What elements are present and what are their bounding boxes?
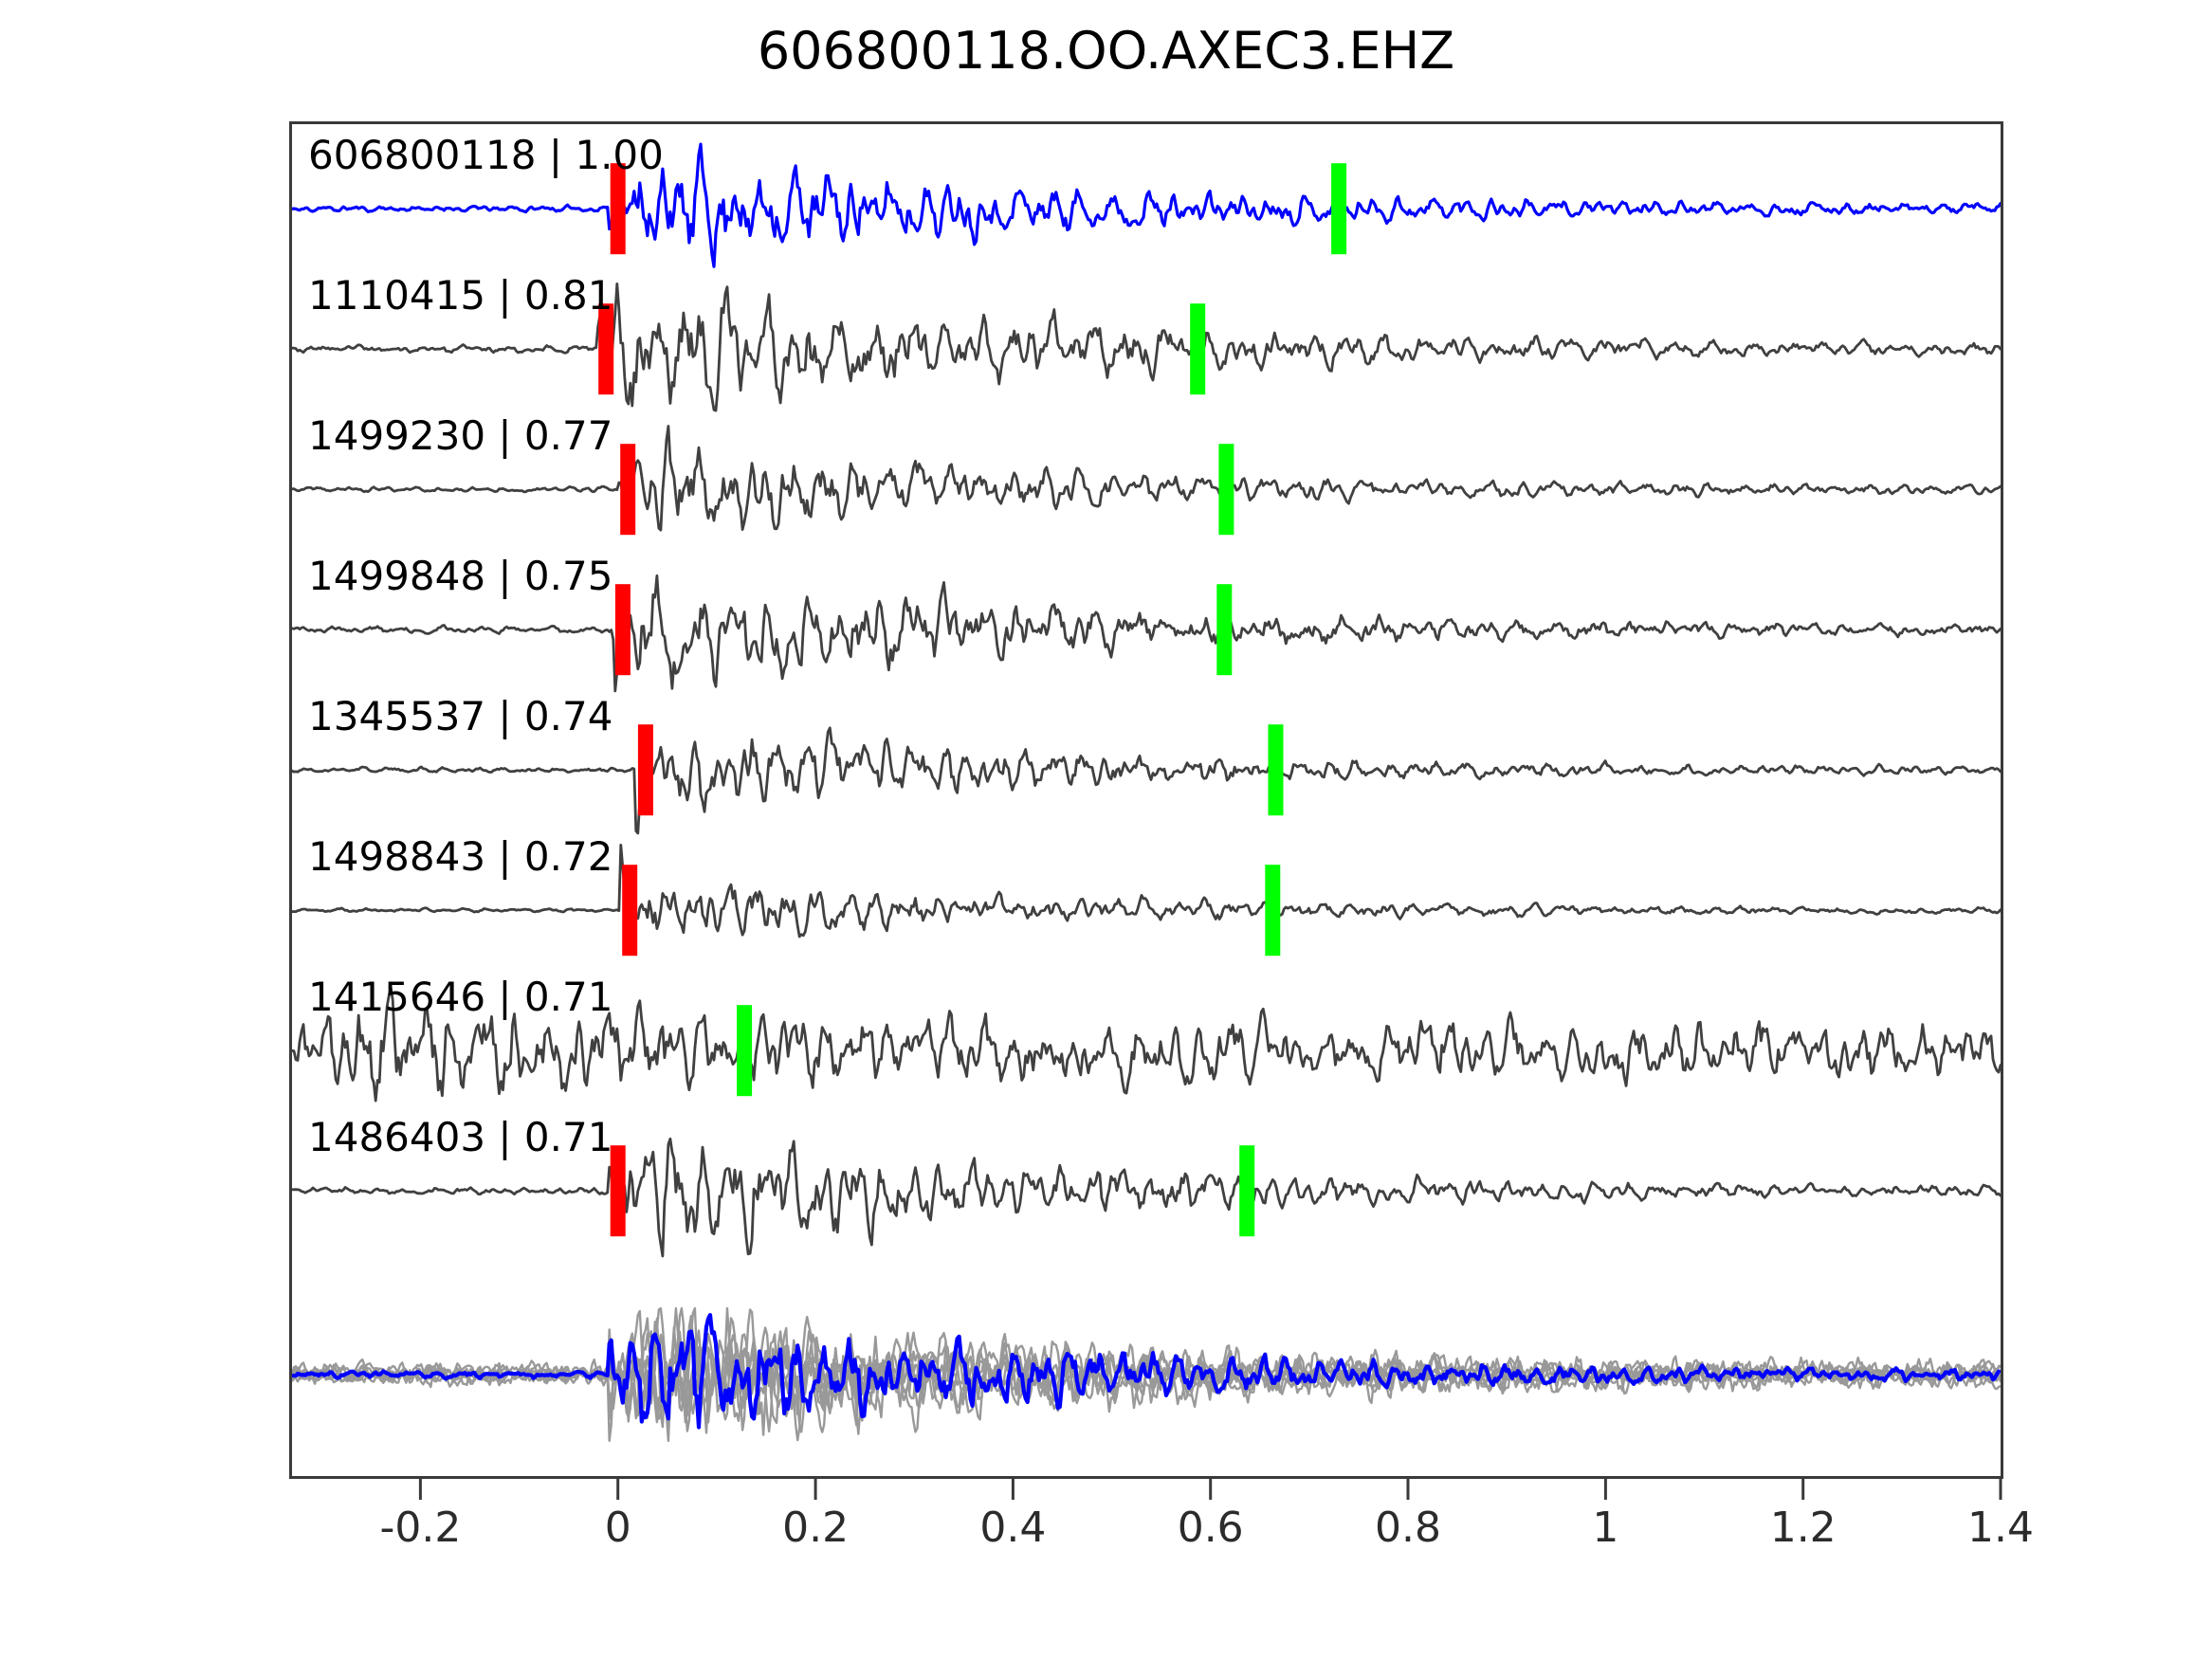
stack-trace-1486403	[292, 1306, 2001, 1425]
waveform-trace-1499230	[292, 425, 2001, 532]
trace-label-1499230: 1499230 | 0.77	[308, 412, 613, 460]
trace-group-1499848	[292, 574, 2001, 693]
trace-group-1110415	[292, 283, 2001, 412]
waveform-trace-606800118	[292, 142, 2001, 268]
s-pick-marker-1486403	[1239, 1145, 1255, 1237]
x-tick-label-4: 0.6	[1177, 1504, 1244, 1552]
trace-group-1415646	[292, 986, 2001, 1103]
waveform-trace-1345537	[292, 726, 2001, 835]
waveform-trace-1499848	[292, 574, 2001, 693]
trace-label-1499848: 1499848 | 0.75	[308, 553, 613, 600]
trace-group-1486403	[292, 1137, 2001, 1258]
x-axis-ticks	[418, 1479, 2002, 1500]
trace-group-1499230	[292, 425, 2001, 536]
p-pick-marker-1498843	[622, 865, 638, 957]
p-pick-marker-606800118	[610, 163, 626, 255]
trace-label-606800118: 606800118 | 1.00	[308, 132, 664, 179]
s-pick-marker-1110415	[1190, 303, 1206, 395]
p-pick-marker-1110415	[598, 303, 614, 395]
x-tick-label-3: 0.4	[979, 1504, 1047, 1552]
s-pick-marker-1498843	[1265, 865, 1281, 957]
trace-group-606800118	[292, 142, 2001, 268]
x-tick-label-1: 0	[604, 1504, 631, 1552]
waveform-plot-area	[289, 121, 2003, 1479]
trace-group-1498843	[292, 844, 2001, 957]
trace-label-1498843: 1498843 | 0.72	[308, 833, 613, 881]
waveform-svg	[292, 142, 2001, 1443]
x-tick-label-2: 0.2	[782, 1504, 850, 1552]
p-pick-marker-1499848	[614, 584, 631, 676]
stack-panel	[292, 1306, 2001, 1443]
x-tick-label-5: 0.8	[1375, 1504, 1441, 1552]
s-pick-marker-1499848	[1216, 584, 1233, 676]
waveform-trace-1415646	[292, 986, 2001, 1103]
x-axis: -0.2 0 0.2 0.4 0.6 0.8 1 1.2 1.4	[289, 1479, 2034, 1593]
trace-label-1110415: 1110415 | 0.81	[308, 272, 613, 319]
s-pick-marker-606800118	[1331, 163, 1347, 255]
p-pick-marker-1345537	[637, 724, 653, 816]
x-tick-label-0: -0.2	[379, 1504, 462, 1552]
page-title: 606800118.OO.AXEC3.EHZ	[757, 21, 1455, 81]
waveform-trace-1498843	[292, 844, 2001, 939]
x-tick-label-8: 1.4	[1967, 1504, 2034, 1552]
waveform-trace-1110415	[292, 283, 2001, 412]
s-pick-marker-1345537	[1268, 724, 1284, 816]
trace-label-1486403: 1486403 | 0.71	[308, 1114, 613, 1161]
p-pick-marker-1486403	[610, 1145, 626, 1237]
trace-label-1415646: 1415646 | 0.71	[308, 974, 613, 1021]
x-tick-label-7: 1.2	[1769, 1504, 1837, 1552]
p-pick-marker-1499230	[620, 444, 636, 536]
s-pick-marker-1499230	[1218, 444, 1234, 536]
waveform-trace-1486403	[292, 1137, 2001, 1258]
x-tick-label-6: 1	[1592, 1504, 1619, 1552]
stack-trace-reference	[292, 1313, 2001, 1430]
trace-group-1345537	[292, 724, 2001, 835]
s-pick-marker-1415646	[737, 1005, 753, 1097]
trace-label-1345537: 1345537 | 0.74	[308, 693, 613, 740]
